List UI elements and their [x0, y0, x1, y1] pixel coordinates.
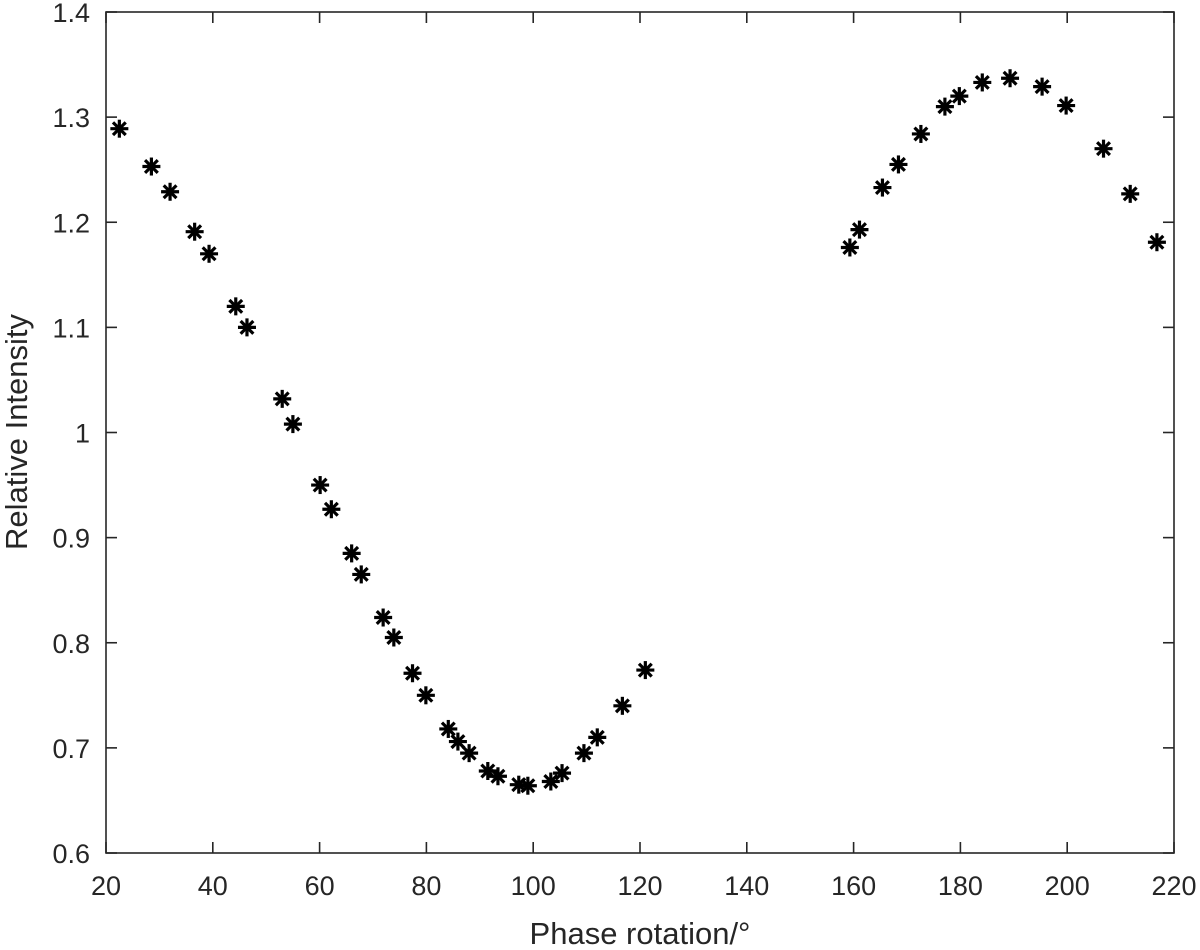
y-tick-label: 1.4: [52, 0, 90, 28]
y-tick-label: 1.1: [52, 313, 90, 343]
data-point: [448, 732, 467, 751]
y-tick-label: 1: [75, 419, 90, 449]
data-point: [1001, 69, 1020, 88]
x-tick-label: 60: [305, 871, 335, 901]
x-tick-label: 140: [724, 871, 769, 901]
x-tick-label: 80: [411, 871, 441, 901]
data-point: [613, 696, 632, 715]
y-tick-label: 0.7: [52, 734, 90, 764]
data-point: [460, 744, 479, 763]
x-tick-label: 40: [198, 871, 228, 901]
data-point: [226, 297, 245, 316]
data-point: [322, 500, 341, 519]
data-point: [374, 608, 393, 627]
data-point: [850, 220, 869, 239]
x-tick-label: 20: [91, 871, 121, 901]
data-point: [161, 182, 180, 201]
data-point: [283, 415, 302, 434]
data-point: [873, 178, 892, 197]
x-tick-label: 200: [1045, 871, 1090, 901]
y-tick-label: 0.9: [52, 524, 90, 554]
data-point: [488, 767, 507, 786]
x-tick-labels: 20 40 60 80 100 120 140 160 180 200 220: [91, 871, 1197, 901]
x-tick-label: 100: [511, 871, 556, 901]
data-point: [237, 318, 256, 337]
y-tick-label: 1.2: [52, 208, 90, 238]
y-tick-label: 0.6: [52, 839, 90, 869]
data-point: [1094, 139, 1113, 158]
data-point: [416, 686, 435, 705]
data-point: [840, 238, 859, 257]
data-point: [574, 744, 593, 763]
plot-area: [105, 11, 1175, 854]
x-axis-title: Phase rotation/°: [530, 916, 751, 950]
data-point: [110, 119, 129, 138]
y-tick-label: 0.8: [52, 629, 90, 659]
data-point: [1121, 184, 1140, 203]
data-point: [439, 719, 458, 738]
data-point: [636, 661, 655, 680]
data-point: [352, 565, 371, 584]
data-point: [518, 776, 537, 795]
data-point: [1033, 77, 1052, 96]
data-point: [911, 124, 930, 143]
data-point: [973, 73, 992, 92]
data-point: [342, 544, 361, 563]
data-point: [1147, 233, 1166, 252]
y-tick-labels: 0.6 0.7 0.8 0.9 1 1.1 1.2 1.3 1.4: [52, 0, 90, 869]
data-points: [110, 69, 1166, 795]
x-tick-label: 220: [1151, 871, 1196, 901]
data-point: [142, 157, 161, 176]
data-point: [311, 476, 330, 495]
data-point: [588, 728, 607, 747]
x-tick-label: 120: [617, 871, 662, 901]
y-tick-label: 1.3: [52, 103, 90, 133]
data-point: [541, 772, 560, 791]
data-point: [403, 664, 422, 683]
data-point: [1057, 96, 1076, 115]
data-point: [384, 628, 403, 647]
data-point: [273, 389, 292, 408]
y-axis-title: Relative Intensity: [0, 313, 34, 550]
data-point: [889, 155, 908, 174]
data-point: [185, 222, 204, 241]
x-tick-label: 160: [831, 871, 876, 901]
data-point: [553, 764, 572, 783]
axis-ticks: [105, 11, 1175, 854]
data-point: [935, 97, 954, 116]
data-point: [200, 244, 219, 263]
x-tick-label: 180: [938, 871, 983, 901]
data-point: [950, 87, 969, 106]
